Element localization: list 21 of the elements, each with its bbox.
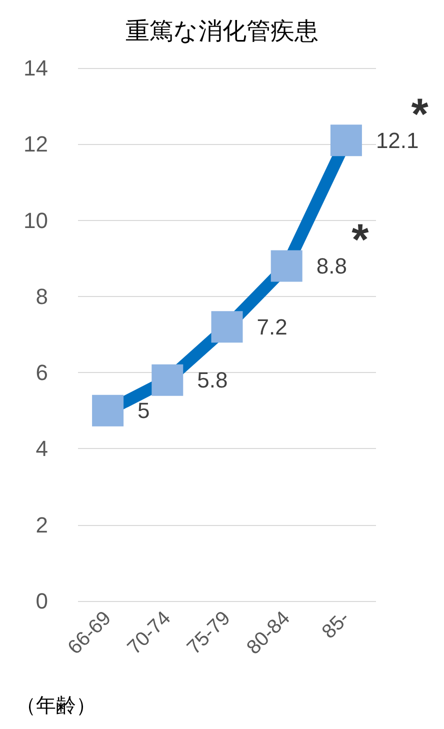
point [92,394,124,426]
point [330,124,362,156]
y-tick-label: 12 [24,132,48,157]
y-tick-label: 2 [36,512,48,538]
x-axis-title: （年齢） [16,693,96,717]
y-tick-label: 6 [36,360,48,386]
point [152,364,184,396]
y-tick-label: 8 [36,284,48,309]
y-tick-label: 4 [36,436,48,462]
data-label: 8.8 [316,253,347,278]
y-tick-label: 14 [24,56,48,80]
data-label: 5 [138,398,150,424]
point [270,250,302,282]
y-tick-label: 10 [24,208,48,233]
data-label: 5.8 [197,368,228,393]
point [211,311,243,343]
x-tick-label: 85- [318,607,354,644]
data-label: 7.2 [256,314,288,340]
chart-title: 重篤な消化管疾患 [126,17,318,45]
y-tick-label: 0 [36,588,48,614]
annotation: * [352,215,370,264]
